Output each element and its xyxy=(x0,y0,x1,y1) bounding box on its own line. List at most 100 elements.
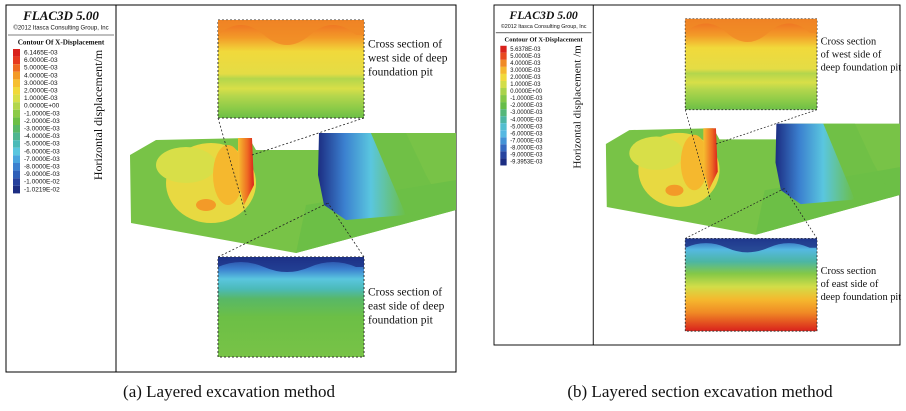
legend-swatch xyxy=(13,185,20,194)
legend-label: -8.0000E-03 xyxy=(510,145,543,151)
callout-waves xyxy=(685,18,817,43)
legend-swatch xyxy=(13,170,20,179)
orange-zone xyxy=(665,184,684,196)
legend-swatch xyxy=(13,132,20,141)
legend-label: -4.0000E-03 xyxy=(24,133,60,140)
legend-swatch xyxy=(13,87,20,95)
legend-label: 6.0000E-03 xyxy=(24,57,58,64)
callout-text: east side of deep xyxy=(368,301,445,313)
legend-swatch xyxy=(500,109,507,117)
legend-label: -7.0000E-03 xyxy=(510,138,543,144)
callout-waves xyxy=(685,238,817,253)
legend-label: 5.0000E-03 xyxy=(510,54,541,60)
legend-label: 6.1465E-03 xyxy=(24,50,58,57)
legend-title: Contour Of X-Displacement xyxy=(18,39,105,47)
legend-swatch xyxy=(13,64,20,72)
orange-zone xyxy=(680,134,708,191)
legend-label: 5.0000E-03 xyxy=(24,65,58,72)
legend-label: 0.0000E+00 xyxy=(24,103,60,110)
legend-label: -5.0000E-03 xyxy=(510,124,543,130)
legend-swatch xyxy=(500,158,507,166)
leader-line xyxy=(784,188,818,239)
callout-text: Cross section xyxy=(821,266,877,277)
panel: FLAC3D 5.00 ©2012 Itasca Consulting Group… xyxy=(5,4,457,373)
axis-label: Horizontal displacement /m xyxy=(572,45,584,169)
legend-swatch xyxy=(500,144,507,152)
legend-label: -1.0000E-03 xyxy=(510,96,543,102)
legend-swatch xyxy=(500,66,507,74)
legend-swatch xyxy=(500,80,507,89)
blue-strip xyxy=(318,133,406,220)
legend-swatch xyxy=(13,56,20,65)
callout-text: deep foundation pit xyxy=(821,62,902,73)
legend-label: -1.0219E-02 xyxy=(24,186,60,193)
legend-swatch xyxy=(13,125,20,133)
legend-swatch xyxy=(13,155,20,163)
legend-label: 4.0000E-03 xyxy=(24,72,58,79)
copyright: ©2012 Itasca Consulting Group, Inc xyxy=(13,25,108,32)
legend-swatch xyxy=(500,102,507,110)
legend-label: -2.0000E-03 xyxy=(510,103,543,109)
legend-swatch xyxy=(13,147,20,156)
legend-swatch xyxy=(500,95,507,103)
legend-label: 2.0000E-03 xyxy=(510,75,541,81)
legend-label: -3.0000E-03 xyxy=(24,126,60,133)
callout-text: west side of deep xyxy=(368,53,448,65)
legend-swatch xyxy=(500,59,507,67)
callout-waves xyxy=(218,257,364,272)
caption: (b) Layered section excavation method xyxy=(567,382,833,401)
callout-text: foundation pit xyxy=(368,315,434,327)
legend-label: -3.0000E-03 xyxy=(510,110,543,116)
legend-label: 3.0000E-03 xyxy=(510,68,541,74)
yellow-zone xyxy=(629,136,684,170)
panel: FLAC3D 5.00©2012 Itasca Consulting Group… xyxy=(493,4,902,346)
legend-label: -9.0000E-03 xyxy=(510,152,543,158)
red-strip xyxy=(238,138,254,205)
legend-label: -5.0000E-03 xyxy=(24,141,60,148)
legend-swatch xyxy=(500,116,507,124)
legend-swatch xyxy=(13,79,20,87)
legend-label: -1.0000E-03 xyxy=(24,110,60,117)
legend-swatch xyxy=(13,71,20,80)
legend-label: -7.0000E-03 xyxy=(24,156,60,163)
leader-line xyxy=(685,188,785,239)
legend-label: -1.0000E-02 xyxy=(24,179,60,186)
callout-waves xyxy=(218,20,364,45)
legend-label: -9.3953E-03 xyxy=(510,159,543,165)
blue-strip xyxy=(775,123,855,205)
leader-line xyxy=(327,202,365,258)
red-strip xyxy=(703,128,718,191)
legend-swatch xyxy=(500,123,507,131)
legend-swatch xyxy=(500,52,507,60)
legend-swatch xyxy=(500,151,507,159)
legend-swatch xyxy=(13,102,20,110)
legend-swatch xyxy=(500,73,507,81)
legend-swatch xyxy=(13,140,20,148)
legend-swatch xyxy=(13,109,20,118)
legend-swatch xyxy=(13,94,20,103)
cyan-band xyxy=(823,123,891,200)
legend-swatch xyxy=(13,49,20,57)
caption: (a) Layered excavation method xyxy=(123,382,335,401)
legend-swatch xyxy=(13,178,20,186)
legend-swatch xyxy=(500,88,507,96)
orange-zone xyxy=(196,199,216,211)
legend-label: 2.0000E-03 xyxy=(24,88,58,95)
legend-label: -6.0000E-03 xyxy=(24,148,60,155)
legend-swatch xyxy=(500,137,507,145)
callout-text: Cross section xyxy=(821,36,877,47)
copyright: ©2012 Itasca Consulting Group, Inc xyxy=(501,23,587,30)
legend-label: -9.0000E-03 xyxy=(24,171,60,178)
logo: FLAC3D 5.00 xyxy=(508,8,577,22)
legend-swatch xyxy=(500,130,507,138)
logo: FLAC3D 5.00 xyxy=(22,8,99,23)
callout-box-bottom xyxy=(217,256,365,358)
legend-swatch xyxy=(13,117,20,125)
legend-swatch xyxy=(13,163,20,171)
legend-label: 4.0000E-03 xyxy=(510,61,541,67)
yellow-zone xyxy=(156,147,216,183)
callout-text: of east side of xyxy=(821,279,879,290)
legend-title: Contour Of X-Displacement xyxy=(505,37,584,44)
